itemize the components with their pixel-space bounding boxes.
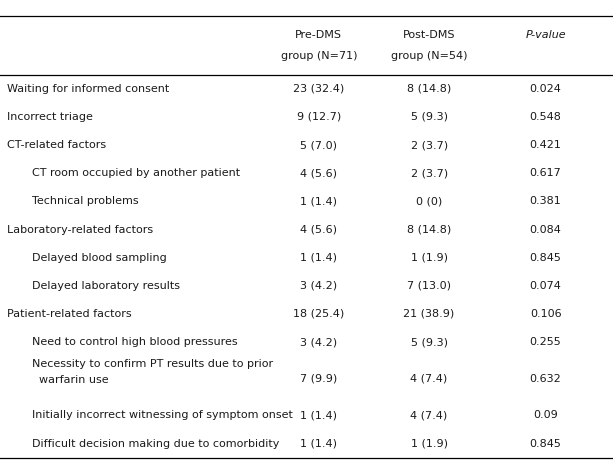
Text: 0.09: 0.09 — [533, 410, 558, 420]
Text: 1 (1.9): 1 (1.9) — [411, 253, 447, 262]
Text: 0.845: 0.845 — [530, 253, 562, 262]
Text: 0.106: 0.106 — [530, 309, 562, 319]
Text: Initially incorrect witnessing of symptom onset: Initially incorrect witnessing of sympto… — [32, 410, 293, 420]
Text: 1 (1.4): 1 (1.4) — [300, 196, 337, 206]
Text: CT room occupied by another patient: CT room occupied by another patient — [32, 168, 240, 178]
Text: 9 (12.7): 9 (12.7) — [297, 112, 341, 122]
Text: Technical problems: Technical problems — [32, 196, 139, 206]
Text: 0.074: 0.074 — [530, 281, 562, 291]
Text: 3 (4.2): 3 (4.2) — [300, 337, 337, 347]
Text: 0.255: 0.255 — [530, 337, 562, 347]
Text: Necessity to confirm PT results due to prior: Necessity to confirm PT results due to p… — [32, 359, 273, 369]
Text: 0.632: 0.632 — [530, 374, 562, 384]
Text: 3 (4.2): 3 (4.2) — [300, 281, 337, 291]
Text: 1 (1.4): 1 (1.4) — [300, 439, 337, 449]
Text: 5 (9.3): 5 (9.3) — [411, 112, 447, 122]
Text: 8 (14.8): 8 (14.8) — [407, 225, 451, 234]
Text: 1 (1.9): 1 (1.9) — [411, 439, 447, 449]
Text: 1 (1.4): 1 (1.4) — [300, 410, 337, 420]
Text: 23 (32.4): 23 (32.4) — [293, 84, 345, 94]
Text: 7 (13.0): 7 (13.0) — [407, 281, 451, 291]
Text: 0.845: 0.845 — [530, 439, 562, 449]
Text: Pre-DMS: Pre-DMS — [295, 30, 342, 40]
Text: 4 (7.4): 4 (7.4) — [411, 410, 447, 420]
Text: 0.024: 0.024 — [530, 84, 562, 94]
Text: 18 (25.4): 18 (25.4) — [293, 309, 345, 319]
Text: 0.084: 0.084 — [530, 225, 562, 234]
Text: Delayed blood sampling: Delayed blood sampling — [32, 253, 167, 262]
Text: CT-related factors: CT-related factors — [7, 140, 107, 150]
Text: 5 (9.3): 5 (9.3) — [411, 337, 447, 347]
Text: Incorrect triage: Incorrect triage — [7, 112, 93, 122]
Text: 0.421: 0.421 — [530, 140, 562, 150]
Text: 4 (7.4): 4 (7.4) — [411, 374, 447, 384]
Text: Need to control high blood pressures: Need to control high blood pressures — [32, 337, 237, 347]
Text: 2 (3.7): 2 (3.7) — [411, 168, 447, 178]
Text: Post-DMS: Post-DMS — [403, 30, 455, 40]
Text: 0.617: 0.617 — [530, 168, 562, 178]
Text: P-value: P-value — [525, 30, 566, 40]
Text: 8 (14.8): 8 (14.8) — [407, 84, 451, 94]
Text: 2 (3.7): 2 (3.7) — [411, 140, 447, 150]
Text: Laboratory-related factors: Laboratory-related factors — [7, 225, 153, 234]
Text: 0.381: 0.381 — [530, 196, 562, 206]
Text: 21 (38.9): 21 (38.9) — [403, 309, 455, 319]
Text: Difficult decision making due to comorbidity: Difficult decision making due to comorbi… — [32, 439, 280, 449]
Text: Delayed laboratory results: Delayed laboratory results — [32, 281, 180, 291]
Text: 7 (9.9): 7 (9.9) — [300, 374, 337, 384]
Text: 4 (5.6): 4 (5.6) — [300, 168, 337, 178]
Text: group (N=54): group (N=54) — [391, 51, 467, 61]
Text: warfarin use: warfarin use — [39, 375, 109, 385]
Text: 5 (7.0): 5 (7.0) — [300, 140, 337, 150]
Text: Patient-related factors: Patient-related factors — [7, 309, 132, 319]
Text: 0 (0): 0 (0) — [416, 196, 442, 206]
Text: 4 (5.6): 4 (5.6) — [300, 225, 337, 234]
Text: 0.548: 0.548 — [530, 112, 562, 122]
Text: 1 (1.4): 1 (1.4) — [300, 253, 337, 262]
Text: group (N=71): group (N=71) — [281, 51, 357, 61]
Text: Waiting for informed consent: Waiting for informed consent — [7, 84, 170, 94]
